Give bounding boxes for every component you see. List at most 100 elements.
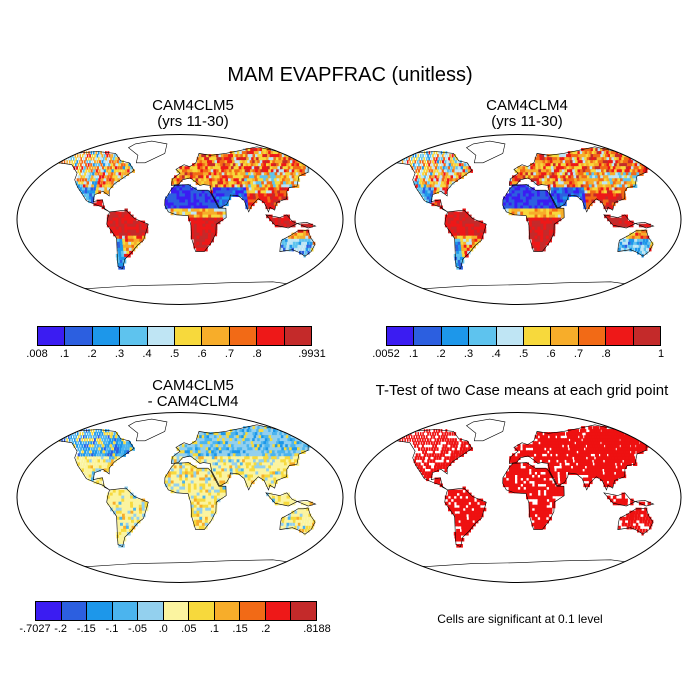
grid-cell: [537, 226, 541, 231]
grid-cell: [248, 453, 253, 457]
grid-cell: [207, 519, 211, 524]
grid-cell: [196, 217, 201, 222]
grid-cell: [228, 456, 232, 460]
grid-cell: [459, 223, 463, 228]
grid-cell: [254, 453, 259, 457]
grid-cell: [451, 163, 454, 167]
grid-cell: [136, 516, 141, 521]
colorbar-box: [147, 327, 176, 345]
grid-cell: [537, 202, 541, 207]
grid-cell: [60, 435, 62, 439]
grid-cell: [207, 477, 212, 482]
grid-cell: [572, 169, 577, 173]
grid-cell: [615, 160, 620, 164]
grid-cell: [230, 441, 235, 445]
grid-cell: [115, 175, 118, 179]
grid-cell: [578, 187, 583, 191]
grid-cell: [81, 438, 84, 442]
grid-cell: [193, 190, 197, 194]
grid-cell: [571, 444, 576, 448]
grid-cell: [229, 429, 234, 433]
grid-cell: [596, 196, 601, 201]
grid-cell: [281, 474, 286, 479]
grid-cell: [560, 208, 565, 213]
grid-cell: [584, 190, 589, 194]
grid-cell: [618, 223, 622, 228]
grid-cell: [531, 208, 536, 213]
grid-cell: [543, 232, 547, 237]
grid-cell: [218, 193, 223, 197]
grid-cell: [91, 154, 94, 158]
grid-cell: [272, 438, 277, 442]
grid-cell: [558, 184, 563, 188]
grid-cell: [545, 235, 550, 240]
grid-cell: [259, 444, 264, 448]
grid-cell: [232, 441, 237, 445]
grid-cell: [415, 435, 418, 439]
grid-cell: [202, 160, 206, 164]
grid-cell: [641, 229, 645, 234]
grid-cell: [199, 501, 203, 506]
grid-cell: [266, 435, 271, 439]
grid-cell: [87, 163, 90, 167]
grid-cell: [63, 438, 66, 442]
grid-cell: [302, 238, 305, 243]
grid-cell: [279, 172, 285, 176]
grid-cell: [226, 435, 231, 439]
grid-cell: [300, 166, 306, 170]
grid-cell: [298, 432, 304, 436]
grid-cell: [104, 438, 107, 442]
grid-cell: [250, 163, 255, 167]
grid-cell: [623, 157, 629, 161]
grid-cell: [214, 178, 219, 182]
grid-cell: [214, 157, 218, 161]
grid-cell: [616, 169, 622, 173]
grid-cell: [522, 453, 527, 457]
grid-cell: [302, 516, 305, 521]
grid-cell: [244, 160, 249, 164]
grid-cell: [279, 465, 284, 469]
grid-cell: [240, 172, 245, 176]
grid-cell: [202, 492, 206, 497]
grid-cell: [173, 196, 177, 201]
grid-cell: [239, 151, 244, 155]
grid-cell: [537, 208, 541, 213]
grid-cell: [82, 187, 85, 191]
grid-cell: [287, 444, 293, 448]
grid-cell: [508, 208, 513, 213]
grid-cell: [621, 175, 626, 179]
grid-cell: [283, 217, 288, 222]
grid-cell: [185, 486, 189, 491]
grid-cell: [587, 178, 592, 182]
grid-cell: [586, 453, 591, 457]
colorbar-tick-label: .1: [408, 348, 419, 360]
grid-cell: [620, 172, 625, 176]
grid-cell: [211, 220, 215, 225]
grid-cell: [197, 444, 201, 448]
grid-cell: [506, 196, 510, 201]
grid-cell: [540, 226, 544, 231]
grid-cell: [78, 181, 81, 185]
grid-cell: [632, 169, 637, 173]
grid-cell: [406, 157, 408, 161]
grid-cell: [264, 438, 270, 442]
grid-cell: [616, 435, 621, 439]
grid-cell: [623, 181, 629, 185]
grid-cell: [109, 444, 112, 448]
grid-cell: [419, 438, 422, 442]
grid-cell: [196, 498, 201, 503]
grid-cell: [189, 169, 194, 173]
grid-cell: [240, 441, 245, 445]
grid-cell: [276, 447, 281, 451]
grid-cell: [133, 510, 137, 515]
grid-cell: [95, 429, 98, 433]
grid-cell: [601, 163, 606, 167]
grid-cell: [268, 465, 273, 469]
grid-cell: [94, 450, 97, 454]
grid-cell: [262, 175, 267, 179]
grid-cell: [615, 444, 620, 448]
grid-cell: [609, 163, 614, 167]
grid-cell: [198, 459, 202, 463]
grid-cell: [528, 217, 533, 222]
grid-cell: [99, 444, 102, 448]
